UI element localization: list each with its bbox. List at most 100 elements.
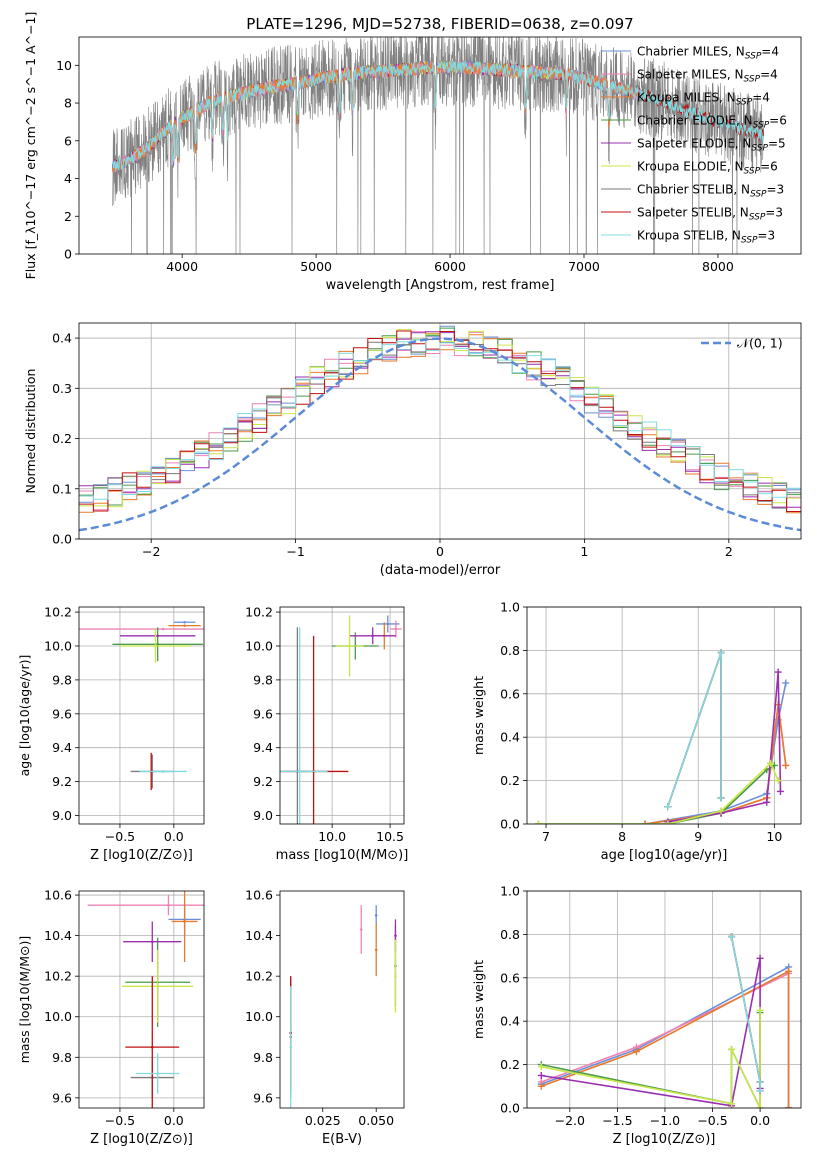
legend-entry-main: Chabrier ELODIE, N	[637, 114, 753, 128]
axes-decoration: −0.5 0.0 9.6 9.8 10.0 10.2 10.4 10.6 Z [log10(Z/…	[17, 888, 205, 1147]
y-tick-label: 0.4	[52, 331, 72, 346]
x-tick-label: −1.5	[602, 1113, 632, 1128]
x-tick-label: 0	[436, 544, 444, 559]
y-tick-label: 9.6	[52, 706, 72, 721]
weight-marker	[641, 820, 649, 824]
legend-entry-suffix: =4	[760, 68, 778, 82]
x-tick-label: 0.050	[358, 1113, 394, 1128]
data-point-1	[167, 903, 170, 907]
data-point-4	[394, 934, 397, 937]
y-tick-label: 9.4	[52, 740, 72, 755]
plot-area	[537, 933, 793, 1108]
x-tick-label: 0.0	[750, 1113, 770, 1128]
axes-decoration: 0.025 0.050 9.6 9.8 10.0 10.2 10.4 10.6 E(B-V)	[245, 888, 405, 1147]
data-point-5	[156, 985, 159, 988]
weight-marker	[756, 1104, 764, 1108]
legend-entry-sub: SSP	[744, 167, 761, 177]
plot-area	[534, 649, 790, 824]
y-axis-label: mass weight	[471, 676, 486, 755]
x-tick-label: 10.5	[376, 829, 404, 844]
y-tick-label: 1.0	[500, 884, 520, 899]
axes-decoration: −2.0 −1.5 −1.0 −0.5 0.0 0.0 0.2 0.4 0.6 0.8 1.0 Z […	[471, 884, 802, 1147]
weight-marker	[664, 803, 672, 811]
y-tick-label: 9.8	[52, 672, 72, 687]
y-tick-label: 10.2	[44, 969, 72, 984]
weight-series-line-8	[730, 936, 761, 1091]
y-axis-label: Flux [f_λ10^−17 erg cm^−2 s^−1 A^−1]	[23, 12, 38, 280]
legend-entry-main: Chabrier MILES, N	[637, 45, 745, 59]
y-tick-label: 10.2	[245, 605, 273, 620]
axes-frame	[78, 890, 205, 1109]
y-tick-label: 10.4	[245, 928, 273, 943]
y-tick-label: 10.4	[44, 928, 72, 943]
y-tick-label: 9.6	[253, 1090, 273, 1105]
y-tick-label: 10.0	[245, 1009, 273, 1024]
y-tick-label: 10.0	[44, 638, 72, 653]
data-point-0	[386, 622, 390, 626]
weight-marker	[717, 649, 725, 657]
y-tick-label: 0.8	[500, 643, 520, 658]
axes-frame	[279, 606, 405, 825]
weight-marker	[756, 1078, 764, 1086]
legend-entry-main: Salpeter ELODIE, N	[637, 137, 751, 151]
weight-marker	[717, 794, 725, 802]
data-point-4	[371, 634, 375, 638]
axes-decoration: −0.5 0.0 9.0 9.2 9.4 9.6 9.8 10.0 10.2 Z [log10(Z…	[17, 605, 205, 863]
legend-entry: Kroupa MILES, NSSP=4	[637, 91, 770, 108]
weight-marker	[767, 759, 775, 767]
residual-histogram-8	[79, 339, 801, 500]
y-tick-label: 0.8	[500, 927, 520, 942]
y-tick-label: 0.4	[500, 730, 520, 745]
data-point-8	[156, 1072, 159, 1075]
x-tick-label: −0.5	[697, 1113, 727, 1128]
y-tick-label: 10.2	[245, 969, 273, 984]
weight-marker	[728, 933, 736, 941]
plot-area	[87, 891, 204, 1108]
mass-vs-ebv-panel: 0.025 0.050 9.6 9.8 10.0 10.2 10.4 10.6 E(B-V)	[245, 888, 405, 1147]
legend-entry-suffix: =6	[760, 160, 778, 174]
y-tick-label: 0.4	[500, 1014, 520, 1029]
spectrum-panel: 4000 5000 6000 7000 8000 0 2 4 6 8 10 wavelength [A…	[23, 12, 802, 293]
residual-histogram-7	[79, 330, 801, 512]
legend-entry-suffix: =3	[757, 229, 775, 243]
x-tick-label: 7000	[568, 259, 600, 274]
mass-vs-z-panel: −0.5 0.0 9.6 9.8 10.0 10.2 10.4 10.6 Z [log10(Z/…	[17, 888, 205, 1147]
x-tick-label: 9	[694, 829, 702, 844]
y-axis-label: mass weight	[471, 960, 486, 1039]
legend-entry-sub: SSP	[749, 213, 766, 223]
legend-entry: Chabrier MILES, NSSP=4	[637, 45, 779, 62]
weight-marker	[756, 1006, 764, 1014]
legend-entry: Salpeter MILES, NSSP=4	[637, 68, 778, 85]
weight-marker	[774, 668, 782, 676]
plot-area	[289, 905, 397, 1108]
legend-entry-sub: SSP	[750, 190, 767, 200]
legend-entry: Kroupa STELIB, NSSP=3	[637, 229, 775, 246]
x-tick-label: 2	[725, 544, 733, 559]
x-tick-label: −0.5	[105, 829, 135, 844]
legend-entry: Salpeter ELODIE, NSSP=5	[637, 137, 786, 154]
x-tick-label: 0.0	[164, 829, 184, 844]
weight-marker	[782, 679, 790, 687]
legend-entry-sub: SSP	[751, 144, 768, 154]
x-tick-label: −1	[286, 544, 304, 559]
legend-entry-sub: SSP	[736, 98, 753, 108]
legend-entry-suffix: =4	[752, 91, 770, 105]
axes-frame	[526, 890, 802, 1109]
y-tick-label: 8	[64, 96, 72, 111]
y-tick-label: 0.0	[500, 817, 520, 832]
y-tick-label: 9.0	[52, 808, 72, 823]
weight-marker	[763, 798, 771, 806]
y-tick-label: 9.2	[253, 774, 273, 789]
y-tick-label: 0.2	[52, 431, 72, 446]
y-tick-label: 1.0	[500, 600, 520, 615]
plot-area	[112, 37, 764, 254]
y-tick-label: 10.6	[245, 888, 273, 903]
legend-entry: Chabrier STELIB, NSSP=3	[637, 183, 784, 200]
data-point-1	[359, 928, 363, 931]
y-axis-label: Normed distribution	[23, 369, 38, 494]
data-point-5	[154, 644, 157, 648]
axes-frame	[279, 890, 405, 1109]
legend-entry-main: Kroupa ELODIE, N	[637, 160, 744, 174]
data-point-8	[161, 770, 165, 773]
y-tick-label: 0.3	[52, 381, 72, 396]
